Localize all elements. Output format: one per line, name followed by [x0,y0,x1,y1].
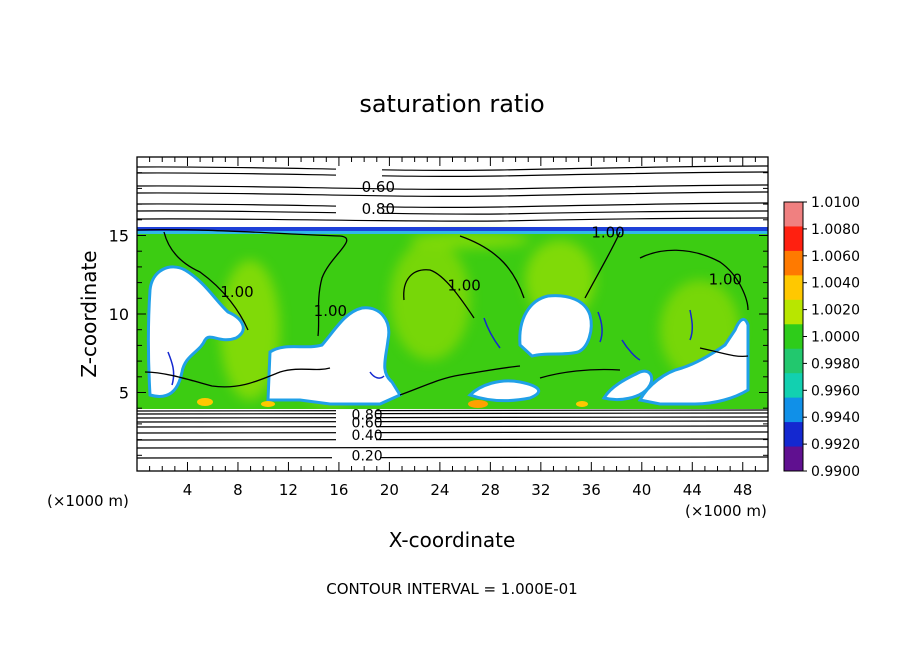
contour-label: 0.60 [352,415,383,431]
colorbar-swatch [784,250,803,276]
y-axis-label: Z-coordinate [77,250,101,377]
colorbar-swatch [784,226,803,252]
contour-label: 1.00 [709,270,742,288]
y-axis: 5 10 15 [109,172,768,456]
colorbar-tick-label: 0.9960 [811,383,860,399]
x-axis: 4 8 12 16 20 24 28 32 36 40 44 48 [149,157,756,499]
contour-label-masks [332,164,382,465]
colorbar-tick-label: 0.9980 [811,356,860,372]
colorbar-tick-label: 1.0100 [811,195,860,211]
x-tick-label: 12 [279,481,298,499]
colorbar: 1.0100 1.0080 1.0060 1.0040 1.0020 1.0000 0.99… [783,195,860,480]
contour-label: 1.00 [447,277,480,295]
contour-label: 1.00 [314,302,347,320]
colorbar-tick-label: 0.9940 [811,410,860,426]
x-units-left: (×1000 m) [47,492,129,510]
contour-label: 1.00 [591,223,624,241]
contour-label: 0.80 [362,200,395,218]
colorbar-swatch [784,299,803,325]
colorbar-tick-label: 1.0060 [811,249,860,265]
colorbar-swatch [784,324,803,350]
contour-interval-note: CONTOUR INTERVAL = 1.000E-01 [326,580,577,598]
x-tick-label: 48 [733,481,752,499]
x-tick-label: 16 [329,481,348,499]
x-tick-label: 44 [683,481,702,499]
upper-contour-lines [137,165,768,222]
colorbar-swatch [784,397,803,423]
x-tick-label: 20 [380,481,399,499]
contour-label: 0.40 [352,428,383,444]
contour-label: 0.80 [352,407,383,423]
x-tick-label: 32 [531,481,550,499]
colorbar-tick-label: 0.9920 [811,437,860,453]
colorbar-tick-label: 1.0080 [811,222,860,238]
colorbar-swatch [784,373,803,399]
colorbar-swatch [784,202,803,227]
colorbar-swatch [784,275,803,301]
colorbar-tick-label: 1.0040 [811,276,860,292]
y-tick-label: 5 [119,384,129,403]
y-tick-label: 10 [109,305,129,324]
contour-label: 1.00 [220,283,253,301]
contour-label: 0.60 [362,178,395,196]
colorbar-swatch [784,348,803,374]
x-tick-label: 4 [183,481,193,499]
colorbar-tick-label: 1.0020 [811,303,860,319]
x-units-right: (×1000 m) [685,502,767,520]
subsaturated-pockets [147,265,750,406]
x-tick-label: 24 [430,481,449,499]
x-tick-label: 8 [233,481,243,499]
chart-title: saturation ratio [359,90,544,118]
contour-labels: 0.600.801.001.001.001.00 1.000.800.600.40… [220,178,742,464]
y-tick-label: 15 [109,227,129,246]
x-tick-label: 28 [481,481,500,499]
lower-contour-lines [137,409,768,459]
colorbar-swatch [784,422,803,448]
x-axis-label: X-coordinate [389,528,516,552]
colorbar-tick-label: 0.9900 [811,464,860,480]
contour-label: 0.20 [352,448,383,464]
colorbar-swatch [784,446,803,472]
x-tick-label: 40 [632,481,651,499]
colorbar-tick-label: 1.0000 [811,330,860,346]
plot-field [137,157,768,471]
x-tick-label: 36 [582,481,601,499]
unity-contour-lines [137,228,749,396]
